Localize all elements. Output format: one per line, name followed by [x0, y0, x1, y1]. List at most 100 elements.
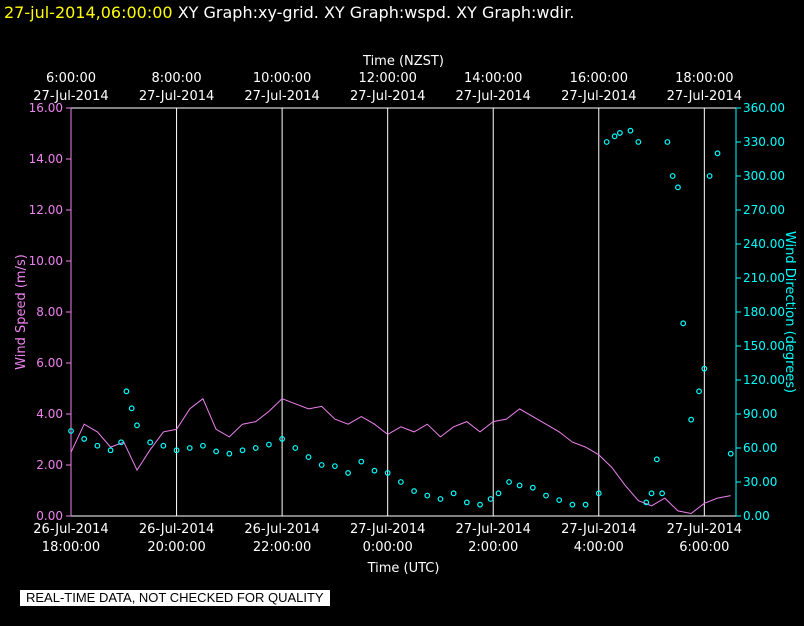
- right-tick-label: 240.00: [743, 237, 785, 251]
- left-tick-label: 8.00: [36, 305, 63, 319]
- bottom-tick-time: 6:00:00: [679, 540, 729, 555]
- left-axis-label: Wind Speed (m/s): [14, 254, 29, 370]
- graph-name-xy-grid: XY Graph:xy-grid.: [177, 3, 319, 22]
- wind-direction-point: [411, 488, 417, 494]
- right-tick-label: 0.00: [743, 509, 770, 523]
- wind-direction-point: [331, 463, 338, 470]
- wind-direction-point: [266, 441, 272, 448]
- right-tick-label: 210.00: [743, 271, 785, 285]
- top-tick-time: 16:00:00: [570, 71, 628, 86]
- left-tick-label: 0.00: [36, 509, 63, 523]
- wind-direction-point: [186, 445, 193, 451]
- wind-direction-point: [477, 501, 483, 508]
- wind-direction-point: [318, 462, 325, 468]
- right-tick-label: 270.00: [743, 203, 785, 217]
- plot-frame: [70, 107, 737, 517]
- top-tick-date: 27-Jul-2014: [667, 89, 742, 104]
- wind-direction-point: [595, 490, 602, 497]
- wind-direction-point: [569, 501, 576, 508]
- wind-direction-point: [450, 490, 457, 497]
- wind-direction-point: [305, 454, 312, 460]
- wind-direction-point: [358, 458, 365, 465]
- wind-direction-point: [213, 448, 220, 455]
- wind-direction-point: [128, 405, 135, 412]
- left-tick-label: 10.00: [29, 254, 63, 268]
- graph-header: 27-jul-2014,06:00:00 XY Graph:xy-grid. X…: [4, 3, 574, 22]
- wind-direction-point: [680, 320, 687, 327]
- wind-direction-point: [279, 436, 286, 442]
- left-tick-label: 16.00: [29, 101, 63, 115]
- wind-direction-point: [437, 496, 444, 502]
- wind-direction-point: [611, 133, 618, 140]
- bottom-tick-date: 26-Jul-2014: [244, 522, 319, 537]
- wind-direction-point: [107, 447, 114, 454]
- wind-speed-line: [70, 397, 731, 515]
- wind-direction-point: [345, 470, 351, 476]
- bottom-axis-title: Time (UTC): [367, 561, 440, 576]
- top-tick-date: 27-Jul-2014: [561, 89, 636, 104]
- top-tick-date: 27-Jul-2014: [350, 89, 425, 104]
- bottom-tick-time: 0:00:00: [363, 540, 413, 555]
- wind-direction-point: [118, 439, 125, 446]
- bottom-tick-time: 4:00:00: [574, 540, 624, 555]
- bottom-tick-time: 20:00:00: [147, 540, 205, 555]
- bottom-tick-date: 27-Jul-2014: [456, 522, 531, 537]
- wind-direction-point: [134, 422, 140, 429]
- wind-direction-point: [603, 139, 610, 145]
- top-axis-title: Time (NZST): [362, 54, 444, 69]
- wind-direction-point: [397, 479, 404, 485]
- bottom-tick-time: 2:00:00: [468, 540, 518, 555]
- wind-direction-point: [68, 428, 74, 434]
- wind-direction-point: [252, 445, 259, 451]
- wind-direction-point: [487, 496, 494, 502]
- top-tick-time: 8:00:00: [151, 71, 201, 86]
- right-tick-label: 120.00: [743, 373, 785, 387]
- graph-name-wdir: XY Graph:wdir.: [456, 3, 575, 22]
- wind-direction-point: [239, 447, 246, 454]
- bottom-tick-date: 27-Jul-2014: [561, 522, 636, 537]
- wind-direction-point: [463, 499, 470, 506]
- wind-direction-point: [648, 490, 655, 497]
- right-tick-label: 300.00: [743, 169, 785, 183]
- left-tick-label: 2.00: [36, 458, 63, 472]
- wind-direction-point: [675, 184, 681, 191]
- top-tick-date: 27-Jul-2014: [456, 89, 531, 104]
- timestamp: 27-jul-2014,06:00:00: [4, 3, 173, 22]
- right-tick-label: 30.00: [743, 475, 777, 489]
- wind-direction-point: [94, 442, 101, 449]
- wind-direction-point: [669, 173, 676, 179]
- wind-direction-point: [506, 479, 512, 485]
- right-tick-label: 180.00: [743, 305, 785, 319]
- wind-direction-point: [226, 450, 233, 457]
- bottom-tick-time: 22:00:00: [253, 540, 311, 555]
- bottom-tick-date: 27-Jul-2014: [350, 522, 425, 537]
- right-tick-label: 150.00: [743, 339, 785, 353]
- wind-direction-point: [147, 439, 154, 446]
- right-tick-label: 60.00: [743, 441, 777, 455]
- top-tick-date: 27-Jul-2014: [33, 89, 108, 104]
- right-tick-label: 90.00: [743, 407, 777, 421]
- wind-direction-point: [495, 490, 502, 497]
- wind-direction-point: [516, 482, 523, 489]
- wind-direction-point: [424, 492, 431, 499]
- wind-direction-point: [173, 447, 180, 454]
- wind-direction-point: [292, 445, 299, 451]
- wind-direction-point: [643, 499, 650, 506]
- top-tick-date: 27-Jul-2014: [139, 89, 214, 104]
- top-tick-time: 14:00:00: [464, 71, 522, 86]
- graph-name-wspd: XY Graph:wspd.: [323, 3, 452, 22]
- left-tick-label: 14.00: [29, 152, 63, 166]
- left-tick-label: 6.00: [36, 356, 63, 370]
- wind-direction-point: [635, 139, 642, 145]
- wind-direction-point: [556, 497, 563, 504]
- wind-direction-point: [81, 436, 88, 442]
- bottom-tick-date: 27-Jul-2014: [667, 522, 742, 537]
- wind-direction-point: [543, 492, 549, 499]
- wind-direction-point: [714, 150, 721, 157]
- wind-direction-point: [696, 388, 702, 395]
- bottom-tick-time: 18:00:00: [42, 540, 100, 555]
- wind-direction-point: [701, 365, 708, 372]
- wind-direction-point: [616, 130, 623, 136]
- bottom-tick-date: 26-Jul-2014: [33, 522, 108, 537]
